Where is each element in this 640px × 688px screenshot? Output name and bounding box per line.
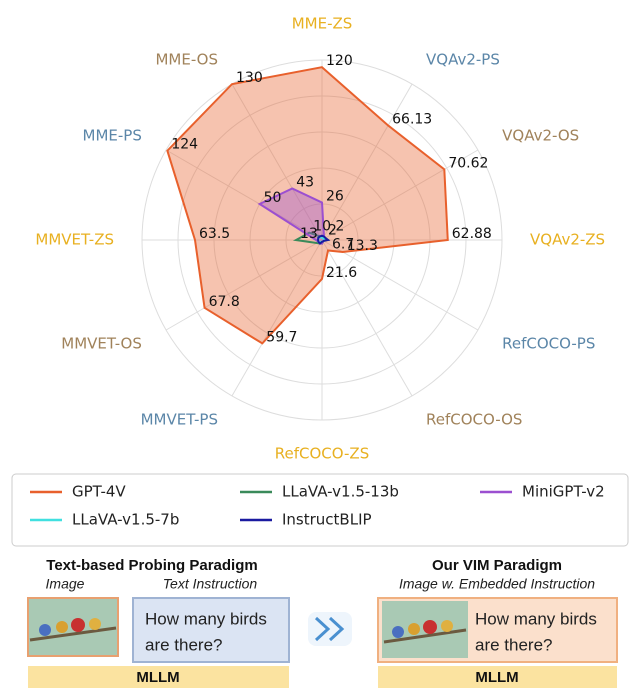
axis-label: MME-OS [155, 50, 218, 68]
value-label: 10.2 [313, 219, 344, 235]
axis-label: MMVET-PS [141, 411, 218, 429]
value-label: 26 [326, 189, 344, 205]
instruction-line: are there? [145, 635, 223, 654]
axis-label: MME-PS [83, 127, 142, 145]
value-label: 62.88 [452, 226, 492, 242]
value-label: 70.62 [448, 155, 488, 171]
value-label: 124 [171, 137, 198, 153]
axis-label: VQAv2-PS [426, 50, 500, 68]
value-label: 66.13 [392, 111, 432, 127]
model-label: MLLM [136, 669, 179, 686]
legend-label: GPT-4V [72, 483, 126, 501]
text-label: Text Instruction [163, 576, 258, 592]
value-label: 50 [264, 190, 282, 206]
axis-label: MMVET-ZS [35, 231, 114, 249]
legend-label: LLaVA-v1.5-7b [72, 511, 179, 529]
axis-label: RefCOCO-PS [502, 335, 595, 353]
axis-label: RefCOCO-ZS [275, 445, 369, 463]
bird-image [382, 601, 468, 658]
value-label: 21.6 [326, 265, 357, 281]
value-label: 43 [296, 174, 314, 190]
diagram: Text-based Probing Paradigm Image Text I… [28, 557, 617, 688]
grid-spoke [322, 240, 412, 396]
axis-label: MMVET-OS [61, 335, 142, 353]
value-label: 63.5 [199, 226, 230, 242]
value-label: 67.8 [209, 294, 240, 310]
page: MME-ZS VQAv2-PS VQAv2-OS VQAv2-ZS RefCOCO-PS… [0, 0, 640, 688]
instruction-line: How many birds [475, 609, 597, 628]
instruction-line: How many birds [145, 609, 267, 628]
model-label: MLLM [475, 669, 518, 686]
axis-label: MME-ZS [292, 15, 353, 33]
grid-spoke [322, 240, 478, 330]
right-subtitle: Image w. Embedded Instruction [399, 576, 595, 592]
instruction-line: are there? [475, 635, 553, 654]
axis-label: VQAv2-OS [502, 127, 579, 145]
arrow [308, 612, 352, 646]
legend-label: LLaVA-v1.5-13b [282, 483, 399, 501]
image-label: Image [46, 576, 85, 592]
radar-chart: MME-ZS VQAv2-PS VQAv2-OS VQAv2-ZS RefCOCO-PS… [35, 15, 605, 463]
axis-label: RefCOCO-OS [426, 411, 522, 429]
legend-label: InstructBLIP [282, 511, 372, 529]
legend-label: MiniGPT-v2 [522, 483, 605, 501]
right-title: Our VIM Paradigm [432, 557, 562, 574]
value-label: 130 [236, 70, 263, 86]
value-label: 6.7 [332, 236, 354, 252]
value-label: 120 [326, 53, 353, 69]
value-label: 59.7 [266, 329, 297, 345]
left-title: Text-based Probing Paradigm [46, 557, 257, 574]
axis-label: VQAv2-ZS [530, 231, 605, 249]
bird-image [28, 598, 118, 656]
